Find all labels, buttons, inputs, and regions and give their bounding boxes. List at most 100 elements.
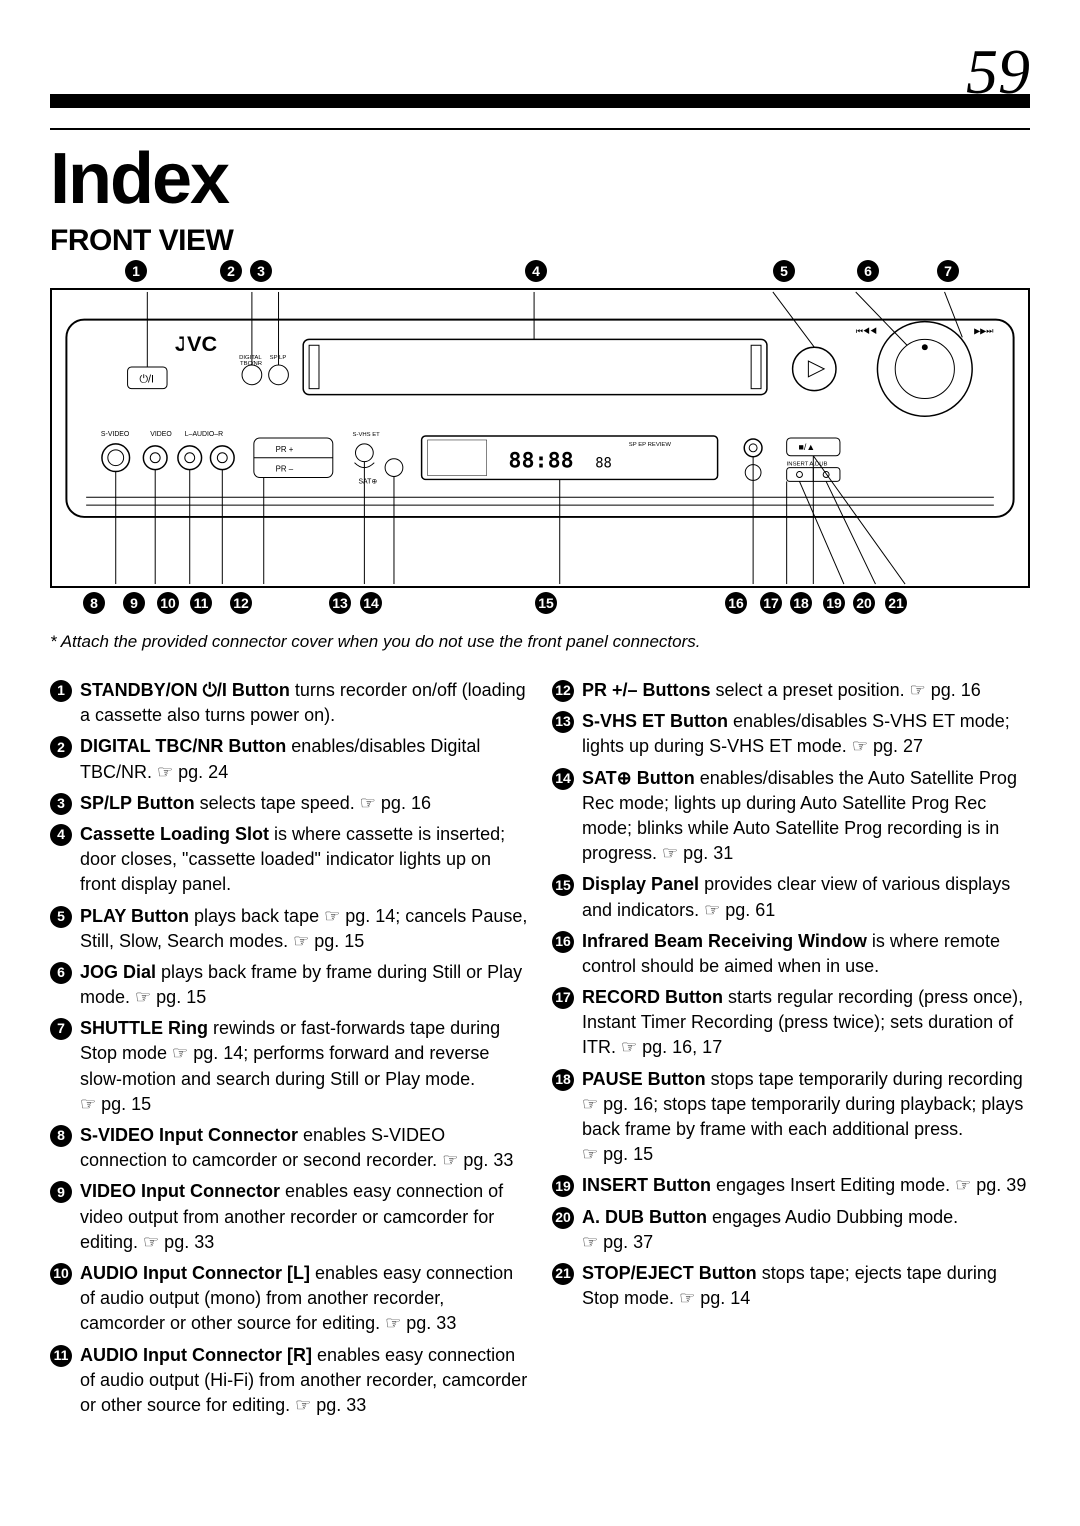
callout-bullet: 13: [329, 592, 351, 614]
entry-text: PAUSE Button stops tape temporarily duri…: [582, 1067, 1030, 1168]
callout-bullet: 20: [853, 592, 875, 614]
entry-bullet: 20: [552, 1207, 574, 1229]
svg-text:TBC/NR: TBC/NR: [240, 361, 262, 367]
top-callout-row: 1234567: [50, 260, 1030, 284]
entry-bold-title: S-VHS ET Button: [582, 711, 728, 731]
svg-text:PR –: PR –: [276, 465, 294, 474]
entry-text: RECORD Button starts regular recording (…: [582, 985, 1030, 1061]
entry-bold-title: SAT⊕ Button: [582, 768, 695, 788]
page-reference: ☞ pg. 16, 17: [621, 1037, 722, 1057]
entry-text: JOG Dial plays back frame by frame durin…: [80, 960, 528, 1010]
entry-bold-title: Display Panel: [582, 874, 699, 894]
bottom-callout-row: 89101112131415161718192021: [50, 592, 1030, 616]
page-reference: ☞ pg. 33: [442, 1150, 513, 1170]
page-reference: ☞ pg. 16: [910, 680, 981, 700]
callout-bullet: 19: [823, 592, 845, 614]
callout-bullet: 1: [125, 260, 147, 282]
entry-bullet: 15: [552, 874, 574, 896]
callout-bullet: 9: [123, 592, 145, 614]
page-reference: ☞ pg. 15: [293, 931, 364, 951]
entry-text: S-VHS ET Button enables/disables S-VHS E…: [582, 709, 1030, 759]
entry-bold-title: PR +/– Buttons: [582, 680, 711, 700]
entry-bullet: 3: [50, 793, 72, 815]
entry-bold-title: A. DUB Button: [582, 1207, 707, 1227]
index-entry: 5PLAY Button plays back tape ☞ pg. 14; c…: [50, 904, 528, 954]
page-reference: ☞ pg. 16: [360, 793, 431, 813]
callout-bullet: 3: [250, 260, 272, 282]
index-entry: 1STANDBY/ON ⏻/I Button turns recorder on…: [50, 678, 528, 728]
entry-bold-title: PLAY Button: [80, 906, 189, 926]
index-entry: 15Display Panel provides clear view of v…: [552, 872, 1030, 922]
entry-text: PLAY Button plays back tape ☞ pg. 14; ca…: [80, 904, 528, 954]
svg-text:88:88: 88:88: [508, 449, 573, 474]
index-entry: 10 AUDIO Input Connector [L] enables easy…: [50, 1261, 528, 1337]
entry-bold-title: SP/LP Button: [80, 793, 195, 813]
entry-body: selects tape speed.: [195, 793, 360, 813]
entry-bold-title: AUDIO Input Connector [L]: [80, 1263, 310, 1283]
vcr-diagram-svg: JVC ⏻/I DIGITAL TBC/NR SP LP ⏮◀◀ ▶▶⏭: [52, 290, 1028, 586]
page-reference: ☞ pg. 39: [955, 1175, 1026, 1195]
entry-bold-title: STANDBY/ON ⏻/I Button: [80, 680, 290, 700]
header-thin-rule: [50, 128, 1030, 130]
entry-columns: 1STANDBY/ON ⏻/I Button turns recorder on…: [50, 678, 1030, 1424]
svg-text:▶▶⏭: ▶▶⏭: [974, 326, 993, 335]
page-reference: ☞ pg. 33: [295, 1395, 366, 1415]
index-entry: 9VIDEO Input Connector enables easy conn…: [50, 1179, 528, 1255]
entry-text: SP/LP Button selects tape speed. ☞ pg. 1…: [80, 791, 528, 816]
section-title: FRONT VIEW: [50, 224, 1030, 258]
entry-text: S-VIDEO Input Connector enables S-VIDEO …: [80, 1123, 528, 1173]
entry-bold-title: RECORD Button: [582, 987, 723, 1007]
front-view-diagram: JVC ⏻/I DIGITAL TBC/NR SP LP ⏮◀◀ ▶▶⏭: [50, 288, 1030, 588]
entry-body: engages Insert Editing mode.: [711, 1175, 955, 1195]
entry-text: Cassette Loading Slot is where cassette …: [80, 822, 528, 898]
entry-bullet: 18: [552, 1069, 574, 1091]
entry-bold-title: STOP/EJECT Button: [582, 1263, 757, 1283]
index-entry: 20 A. DUB Button engages Audio Dubbing mo…: [552, 1205, 1030, 1255]
brand-text: JVC: [175, 331, 218, 356]
callout-bullet: 11: [190, 592, 212, 614]
index-entry: 8S-VIDEO Input Connector enables S-VIDEO…: [50, 1123, 528, 1173]
index-entry: 6 JOG Dial plays back frame by frame duri…: [50, 960, 528, 1010]
entry-bold-title: VIDEO Input Connector: [80, 1181, 280, 1201]
entry-text: DIGITAL TBC/NR Button enables/disables D…: [80, 734, 528, 784]
entry-text: AUDIO Input Connector [R] enables easy c…: [80, 1343, 528, 1419]
entry-bullet: 13: [552, 711, 574, 733]
svg-text:PR +: PR +: [276, 445, 294, 454]
entry-bold-title: Infrared Beam Receiving Window: [582, 931, 867, 951]
index-entry: 18 PAUSE Button stops tape temporarily du…: [552, 1067, 1030, 1168]
page-reference: ☞ pg. 31: [662, 843, 733, 863]
page-reference: ☞ pg. 33: [143, 1232, 214, 1252]
index-entry: 3 SP/LP Button selects tape speed. ☞ pg. …: [50, 791, 528, 816]
svg-text:SP LP: SP LP: [270, 355, 287, 361]
page-reference: ☞ pg. 15: [582, 1144, 653, 1164]
callout-bullet: 17: [760, 592, 782, 614]
entry-text: AUDIO Input Connector [L] enables easy c…: [80, 1261, 528, 1337]
index-entry: 17 RECORD Button starts regular recording…: [552, 985, 1030, 1061]
entry-bullet: 10: [50, 1263, 72, 1285]
callout-bullet: 4: [525, 260, 547, 282]
entry-bullet: 17: [552, 987, 574, 1009]
svg-text:S-VHS ET: S-VHS ET: [353, 432, 381, 438]
entry-bold-title: Cassette Loading Slot: [80, 824, 269, 844]
callout-bullet: 16: [725, 592, 747, 614]
page-reference: ☞ pg. 37: [582, 1232, 653, 1252]
header-black-bar: [50, 94, 1030, 108]
callout-bullet: 8: [83, 592, 105, 614]
right-column: 12PR +/– Buttons select a preset positio…: [552, 678, 1030, 1424]
entry-text: INSERT Button engages Insert Editing mod…: [582, 1173, 1030, 1198]
entry-bold-title: SHUTTLE Ring: [80, 1018, 208, 1038]
svg-text:■/▲: ■/▲: [799, 442, 816, 452]
callout-bullet: 14: [360, 592, 382, 614]
entry-bullet: 6: [50, 962, 72, 984]
entry-bullet: 9: [50, 1181, 72, 1203]
entry-body: engages Audio Dubbing mode.: [707, 1207, 958, 1227]
entry-bold-title: PAUSE Button: [582, 1069, 706, 1089]
index-entry: 14SAT⊕ Button enables/disables the Auto …: [552, 766, 1030, 867]
left-column: 1STANDBY/ON ⏻/I Button turns recorder on…: [50, 678, 528, 1424]
page-reference: ☞ pg. 27: [852, 736, 923, 756]
entry-body: select a preset position.: [711, 680, 910, 700]
entry-bold-title: JOG Dial: [80, 962, 156, 982]
entry-text: STOP/EJECT Button stops tape; ejects tap…: [582, 1261, 1030, 1311]
index-entry: 19INSERT Button engages Insert Editing m…: [552, 1173, 1030, 1198]
svg-text:SP EP REVIEW: SP EP REVIEW: [629, 442, 672, 448]
